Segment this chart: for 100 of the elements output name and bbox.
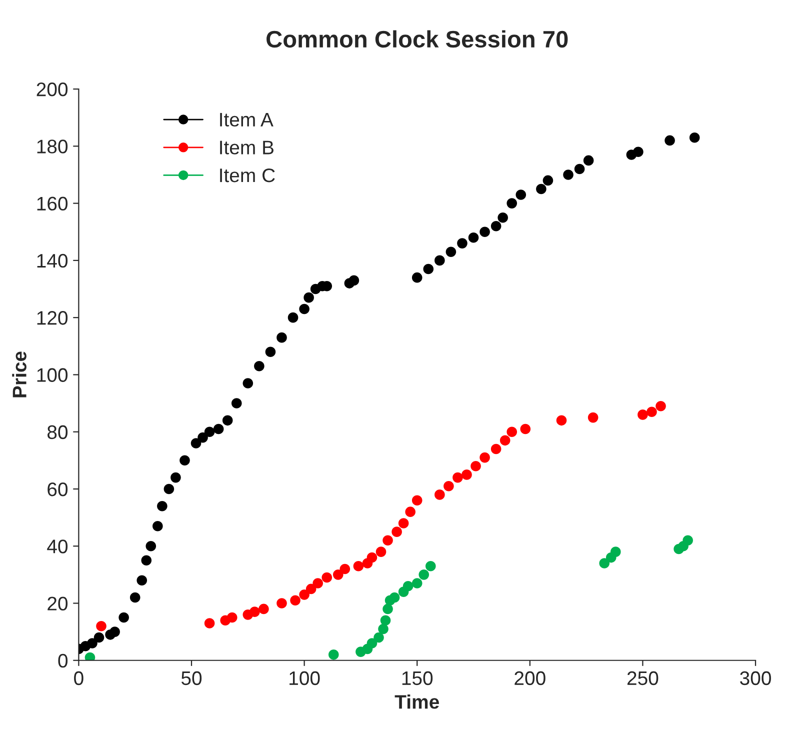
point [480, 226, 490, 238]
chart-title: Common Clock Session 70 [266, 30, 568, 48]
point [434, 255, 445, 266]
point [520, 424, 531, 434]
point [689, 132, 700, 143]
y-tick-label: 0 [58, 654, 68, 668]
y-tick-label: 180 [37, 140, 68, 154]
point [204, 618, 215, 628]
point [506, 426, 518, 437]
x-tick-label: 100 [290, 671, 320, 686]
point [446, 246, 456, 258]
point [190, 438, 202, 448]
point [563, 170, 574, 180]
point [434, 490, 445, 500]
point [204, 426, 215, 437]
y-axis-title: Price [12, 352, 26, 398]
point [412, 578, 422, 588]
point [664, 135, 675, 146]
point [506, 198, 518, 208]
point [265, 346, 276, 358]
y-tick-label: 20 [48, 596, 68, 610]
point [498, 212, 508, 223]
y-tick-label: 120 [37, 311, 68, 325]
point [141, 555, 152, 566]
point [340, 564, 350, 574]
point [536, 184, 546, 194]
point [412, 495, 422, 506]
y-tick-label: 200 [36, 82, 68, 96]
point [452, 472, 463, 483]
y-tick-label: 80 [48, 425, 68, 440]
point [405, 506, 416, 517]
point [146, 540, 156, 552]
point [299, 590, 310, 600]
point [136, 575, 148, 586]
point [398, 518, 409, 528]
point [542, 175, 554, 186]
point [462, 470, 472, 480]
point [382, 535, 393, 546]
point [588, 412, 598, 423]
point [490, 221, 502, 232]
point [250, 606, 260, 617]
point [231, 398, 242, 408]
point [376, 546, 386, 557]
point [412, 272, 422, 283]
point [312, 578, 323, 588]
y-tick-label: 100 [37, 368, 68, 382]
point [254, 360, 264, 372]
point [198, 432, 208, 443]
point [556, 415, 567, 426]
point [366, 552, 378, 563]
point [290, 595, 300, 606]
point [242, 378, 254, 388]
x-tick-label: 50 [181, 671, 202, 686]
point [638, 410, 648, 420]
point [222, 415, 233, 426]
point [682, 535, 693, 546]
point [366, 638, 378, 648]
point [380, 615, 391, 626]
x-tick-label: 200 [514, 671, 546, 686]
point [276, 598, 287, 608]
point [157, 500, 168, 512]
point [118, 612, 129, 623]
point [152, 520, 163, 532]
point [468, 232, 479, 243]
point [276, 332, 287, 343]
point [328, 650, 339, 660]
y-tick-label: 60 [48, 482, 68, 496]
point [646, 406, 657, 417]
point [418, 570, 430, 580]
point [470, 460, 481, 472]
point [348, 275, 360, 286]
point [610, 546, 621, 557]
point [304, 292, 314, 303]
point [87, 638, 98, 648]
y-tick-label: 160 [37, 196, 68, 211]
point [258, 604, 269, 614]
point [583, 155, 594, 166]
point [500, 435, 510, 446]
legend-label: Item A [220, 112, 274, 127]
point [299, 304, 310, 314]
point [213, 424, 224, 434]
point [322, 572, 332, 583]
point [425, 560, 436, 572]
x-tick-label: 0 [74, 671, 84, 686]
point [574, 164, 585, 174]
point [288, 312, 298, 323]
point [332, 570, 344, 580]
point [378, 624, 388, 634]
point [599, 558, 610, 568]
point [94, 632, 104, 643]
point [382, 604, 393, 614]
point [374, 632, 384, 643]
point [423, 264, 434, 274]
x-axis-title: Time [394, 694, 439, 709]
point [402, 580, 414, 592]
point [170, 472, 181, 483]
x-tick-label: 250 [627, 671, 658, 686]
point [226, 612, 238, 623]
point [306, 584, 316, 594]
x-tick-label: 150 [402, 671, 433, 686]
